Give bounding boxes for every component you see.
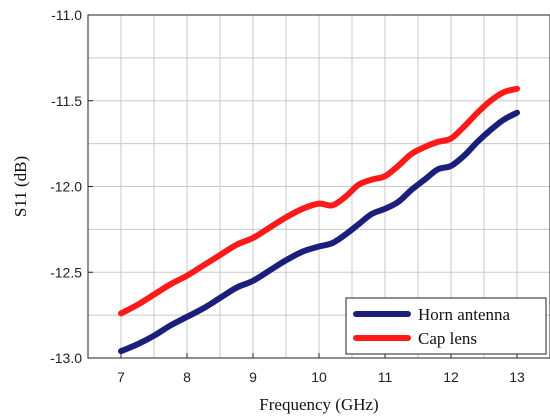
x-tick-label: 13 — [509, 369, 525, 385]
x-tick-label: 7 — [117, 369, 125, 385]
y-tick-label: -11.5 — [51, 93, 82, 109]
series-line-horn-antenna — [118, 109, 520, 355]
legend: Horn antenna Cap lens — [345, 297, 547, 355]
series-line-cap-lens — [118, 85, 520, 317]
y-tick-label: -11.0 — [51, 7, 82, 23]
y-tick-label: -12.5 — [50, 264, 82, 280]
x-tick-label: 8 — [183, 369, 191, 385]
series-lines — [118, 85, 520, 355]
x-tick-label: 10 — [311, 369, 327, 385]
y-axis-title: S11 (dB) — [11, 156, 30, 217]
x-axis-ticks: 7 8 9 10 11 12 13 — [117, 353, 525, 385]
x-tick-label: 12 — [443, 369, 459, 385]
x-axis-title: Frequency (GHz) — [259, 395, 378, 414]
x-tick-label: 9 — [249, 369, 257, 385]
legend-box — [345, 297, 547, 355]
y-axis-ticks: -11.0 -11.5 -12.0 -12.5 -13.0 — [50, 7, 93, 366]
x-tick-label: 11 — [378, 369, 393, 385]
y-tick-label: -13.0 — [50, 350, 82, 366]
y-tick-label: -12.0 — [50, 179, 82, 195]
legend-label-cap-lens: Cap lens — [418, 329, 477, 348]
legend-label-horn-antenna: Horn antenna — [418, 305, 511, 324]
